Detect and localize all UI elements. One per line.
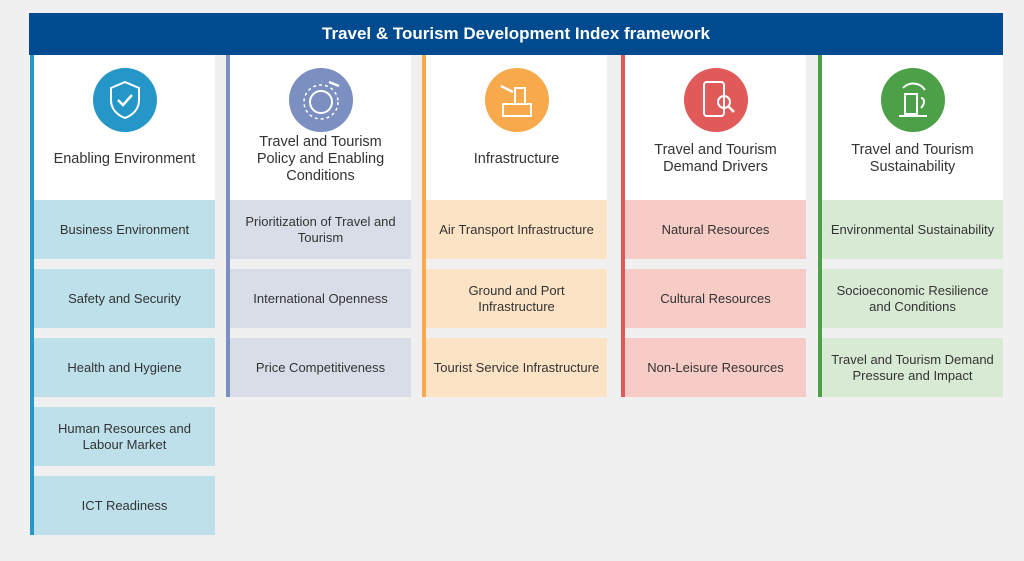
globe-plane-icon	[288, 68, 353, 132]
pillar-item: Health and Hygiene	[34, 338, 215, 397]
framework-title: Travel & Tourism Development Index frame…	[29, 13, 1003, 55]
recycle-building-icon	[880, 68, 945, 132]
pillar-title: Travel and Tourism Policy and Enabling C…	[256, 133, 385, 184]
pillar-header: Travel and Tourism Policy and Enabling C…	[230, 55, 411, 200]
airport-icon	[484, 68, 549, 132]
pillar-column: Travel and Tourism Policy and Enabling C…	[226, 55, 411, 397]
pillar-item: Price Competitiveness	[230, 338, 411, 397]
pillar-header: Travel and Tourism Sustainability	[822, 55, 1003, 200]
pillar-item: Natural Resources	[625, 200, 806, 259]
pillar-item: Business Environment	[34, 200, 215, 259]
pillar-title: Infrastructure	[473, 150, 560, 167]
pillar-item: Prioritization of Travel and Tourism	[230, 200, 411, 259]
pillar-item: ICT Readiness	[34, 476, 215, 535]
pillar-item: International Openness	[230, 269, 411, 328]
pillar-item: Travel and Tourism Demand Pressure and I…	[822, 338, 1003, 397]
pillar-header: Enabling Environment	[34, 55, 215, 200]
pillar-column: Travel and Tourism Demand Drivers Natural…	[621, 55, 806, 397]
pillar-item: Safety and Security	[34, 269, 215, 328]
phone-search-icon	[683, 68, 748, 132]
shield-check-icon	[92, 68, 157, 132]
pillar-title: Travel and Tourism Demand Drivers	[654, 142, 777, 175]
pillar-title: Enabling Environment	[53, 150, 196, 167]
pillar-item: Ground and Port Infrastructure	[426, 269, 607, 328]
pillar-item: Tourist Service Infrastructure	[426, 338, 607, 397]
pillar-item: Environmental Sustainability	[822, 200, 1003, 259]
pillar-header: Infrastructure	[426, 55, 607, 200]
pillar-header: Travel and Tourism Demand Drivers	[625, 55, 806, 200]
pillar-item: Cultural Resources	[625, 269, 806, 328]
pillar-item: Socioeconomic Resilience and Conditions	[822, 269, 1003, 328]
pillar-column: Travel and Tourism Sustainability Environ…	[818, 55, 1003, 397]
pillar-column: Infrastructure Air Transport Infrastructu…	[422, 55, 607, 397]
pillar-item: Air Transport Infrastructure	[426, 200, 607, 259]
pillar-title: Travel and Tourism Sustainability	[851, 142, 974, 175]
pillar-column: Enabling Environment Business Environment…	[30, 55, 215, 535]
pillar-item: Human Resources and Labour Market	[34, 407, 215, 466]
pillar-item: Non-Leisure Resources	[625, 338, 806, 397]
